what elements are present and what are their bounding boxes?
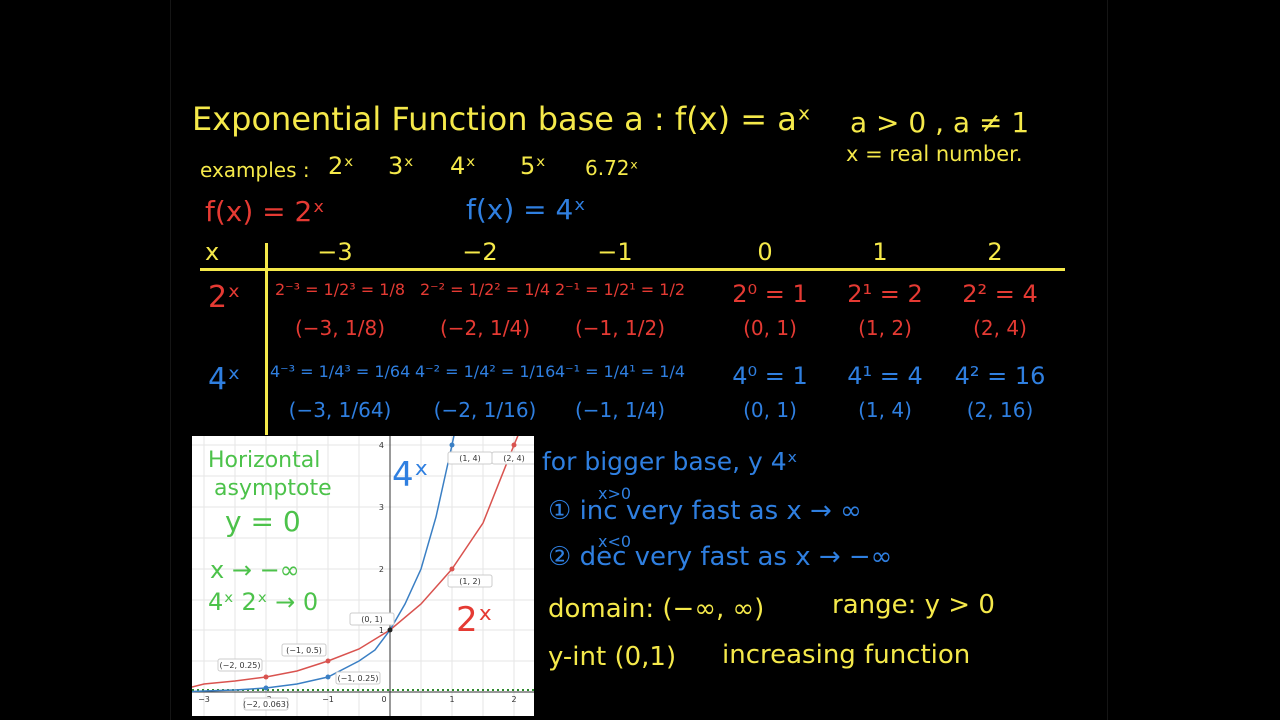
cell-point: (−3, 1/8) [295,316,385,340]
point-label: (2, 4) [503,454,525,463]
table-rule [200,268,1065,271]
graph-note: Horizontal [208,448,321,473]
point-label: (−1, 0.5) [286,646,322,655]
points [263,442,517,691]
row-label: 4ˣ [208,362,241,397]
table-header: 0 [757,238,773,266]
x-tick-label: 2 [511,695,516,704]
function-blue: f(x) = 4ˣ [466,193,586,226]
curve-label: 2ˣ [456,600,493,640]
cell-expression: 4⁻¹ = 1/4¹ = 1/4 [554,362,686,381]
cell-point: (−2, 1/4) [440,316,530,340]
example: 3ˣ [388,152,414,180]
cell-point: (−1, 1/4) [575,398,665,422]
point-label-bg [349,612,395,626]
y-tick-label: 1 [379,626,384,635]
x-tick-label: −3 [198,695,210,704]
point-label: (0, 1) [361,615,383,624]
point-label-bg [335,671,381,685]
example: 4ˣ [450,152,476,180]
point-label-bg [447,574,493,588]
note: range: y > 0 [832,590,995,620]
cell-point: (−2, 1/16) [433,398,537,422]
cell-expression: 2⁻³ = 1/2³ = 1/8 [274,280,406,299]
point-label: (−2, 0.25) [220,661,261,670]
point-label-bg [217,658,263,672]
y-tick-label: 2 [379,565,384,574]
point-label-bg [243,697,289,711]
conditions: a > 0 , a ≠ 1 [850,106,1030,139]
graph-note: asymptote [214,476,332,501]
point-label-bg [491,451,534,465]
curve-2x [192,436,519,688]
axes [192,436,534,716]
cell-expression: 2⁰ = 1 [732,280,808,308]
cell-point: (1, 4) [858,398,912,422]
table-header: −1 [597,238,633,266]
table-header: x [205,238,220,266]
table-header: −2 [462,238,498,266]
note-cond: x<0 [598,532,632,551]
x-tick-label: 1 [449,695,454,704]
curve-4x [192,436,455,693]
x-tick-label: 0 [381,695,386,704]
point-label: (1, 2) [459,577,481,586]
cell-expression: 4⁰ = 1 [732,362,808,390]
domain-note: x = real number. [846,142,1023,166]
examples-label: examples : [200,158,310,182]
note: for bigger base, y 4ˣ [542,447,798,476]
cell-expression: 4¹ = 4 [847,362,923,390]
title: Exponential Function base a : f(x) = aˣ [192,100,812,138]
note: y-int (0,1) [548,642,677,672]
cell-expression: 4⁻³ = 1/4³ = 1/64 [270,362,411,381]
note: ① inc very fast as x → ∞ [548,496,862,526]
row-label: 2ˣ [208,280,241,315]
table-rule [265,243,268,435]
note-cond: x>0 [598,484,632,503]
cell-point: (2, 16) [966,398,1034,422]
note: increasing function [722,640,971,670]
cell-point: (−1, 1/2) [575,316,665,340]
note: domain: (−∞, ∞) [548,594,765,624]
x-tick-label: −1 [322,695,334,704]
cell-expression: 4⁻² = 1/4² = 1/16 [415,362,556,381]
cell-point: (0, 1) [743,398,797,422]
table-header: −3 [317,238,353,266]
point-label-bg [281,643,327,657]
y-tick-label: 3 [379,503,384,512]
cell-point: (2, 4) [973,316,1027,340]
side-edge [170,0,171,720]
example: 5ˣ [520,152,546,180]
point-label: (−2, 0.063) [243,700,289,709]
cell-point: (1, 2) [858,316,912,340]
cell-point: (−3, 1/64) [288,398,392,422]
graph-note: x → −∞ [210,556,300,584]
table-header: 1 [872,238,888,266]
table-header: 2 [987,238,1003,266]
point-label: (1, 4) [459,454,481,463]
note: ② dec very fast as x → −∞ [548,542,893,572]
point-label: (−1, 0.25) [338,674,379,683]
graph-note: y = 0 [225,505,301,538]
cell-expression: 2¹ = 2 [847,280,923,308]
cell-expression: 2² = 4 [962,280,1038,308]
cell-expression: 2⁻² = 1/2² = 1/4 [419,280,551,299]
example: 6.72ˣ [585,156,639,180]
graph-note: 4ˣ 2ˣ → 0 [208,588,319,616]
cell-expression: 2⁻¹ = 1/2¹ = 1/2 [554,280,686,299]
cell-point: (0, 1) [743,316,797,340]
y-tick-label: 4 [379,441,384,450]
cell-expression: 4² = 16 [954,362,1046,390]
curve-label: 4ˣ [392,455,429,495]
function-red: f(x) = 2ˣ [205,195,325,228]
side-edge [1107,0,1108,720]
example: 2ˣ [328,152,354,180]
